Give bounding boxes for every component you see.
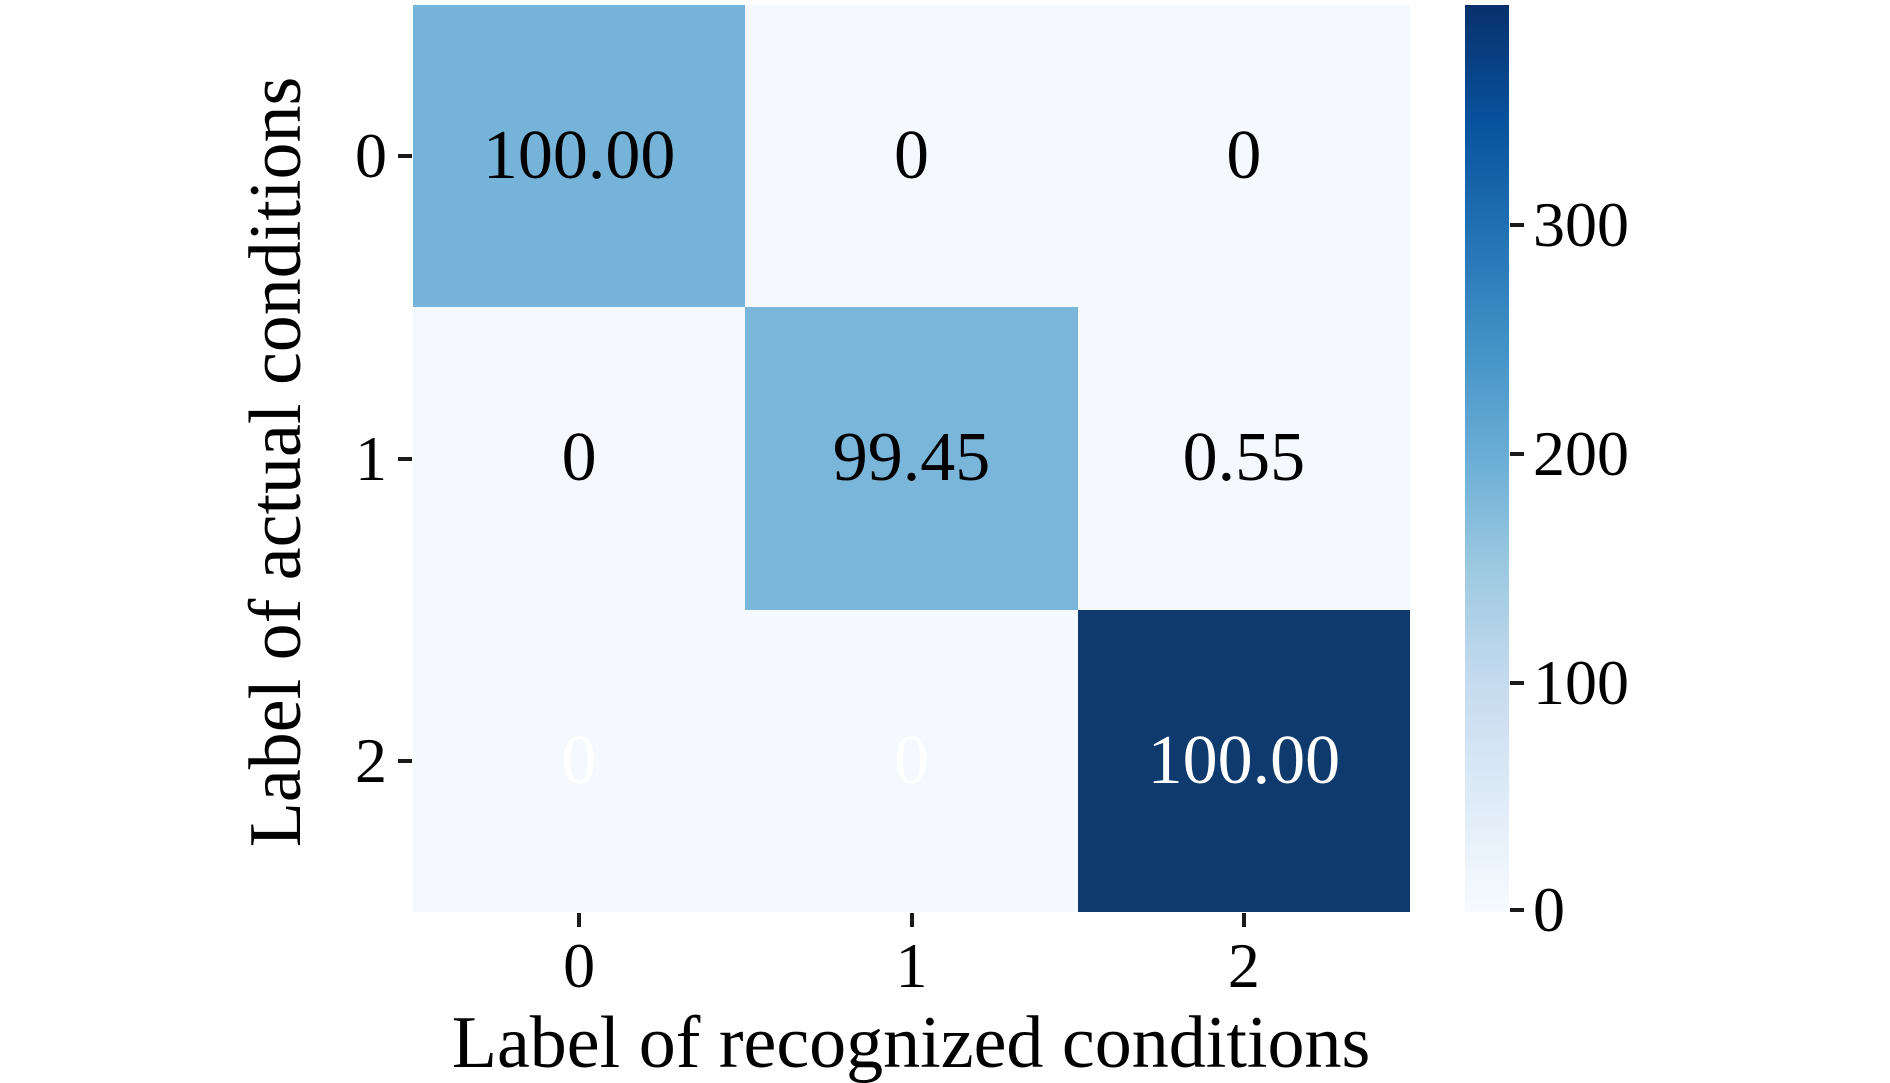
colorbar-tick-label: 100 <box>1533 646 1629 718</box>
matrix-cell-r0-c2: 0 <box>1077 5 1410 308</box>
y-tick-label: 2 <box>355 724 387 796</box>
colorbar-tick-label: 0 <box>1533 874 1565 945</box>
y-tick-label: 1 <box>355 422 387 494</box>
matrix-cell-r1-c1: 99.45 <box>745 307 1078 610</box>
x-tick-mark <box>577 913 582 927</box>
matrix-cell-r1-c2: 0.55 <box>1077 307 1410 610</box>
cell-value: 0 <box>561 419 597 497</box>
cell-value: 0 <box>893 117 929 195</box>
colorbar-tick-mark <box>1510 908 1524 912</box>
x-tick-label: 0 <box>563 930 596 1001</box>
x-tick-mark <box>909 913 914 927</box>
y-tick-mark <box>398 758 412 763</box>
y-tick-label: 0 <box>355 120 387 192</box>
cell-value: 0 <box>1226 117 1262 195</box>
colorbar-tick-mark <box>1510 451 1524 456</box>
cell-value: 99.45 <box>832 419 991 497</box>
x-axis-title: Label of recognized conditions <box>451 1002 1371 1083</box>
cell-value: 100.00 <box>1147 721 1341 799</box>
colorbar-tick-label: 300 <box>1533 188 1629 260</box>
cell-value: 0 <box>561 721 597 799</box>
colorbar-tick-mark <box>1510 222 1524 227</box>
y-tick-mark <box>398 456 412 461</box>
y-axis-title: Label of actual conditions <box>235 76 317 848</box>
heatmap-grid: 100.00 0 0 0 99.45 0.55 0 0 100.00 <box>413 5 1410 912</box>
x-tick-mark <box>1241 913 1246 927</box>
y-tick-mark <box>398 154 412 159</box>
matrix-cell-r1-c0: 0 <box>413 307 746 610</box>
x-tick-label: 1 <box>895 930 928 1001</box>
cell-value: 100.00 <box>482 117 676 195</box>
matrix-cell-r2-c0: 0 <box>413 609 746 912</box>
colorbar-gradient <box>1465 5 1509 912</box>
x-tick-label: 2 <box>1227 930 1260 1001</box>
matrix-cell-r0-c0: 100.00 <box>413 5 746 308</box>
matrix-cell-r2-c1: 0 <box>745 609 1078 912</box>
colorbar-tick-mark <box>1510 680 1524 685</box>
matrix-cell-r2-c2: 100.00 <box>1077 609 1410 912</box>
cell-value: 0.55 <box>1182 419 1306 497</box>
cell-value: 0 <box>893 721 929 799</box>
colorbar-tick-label: 200 <box>1533 417 1629 489</box>
matrix-cell-r0-c1: 0 <box>745 5 1078 308</box>
